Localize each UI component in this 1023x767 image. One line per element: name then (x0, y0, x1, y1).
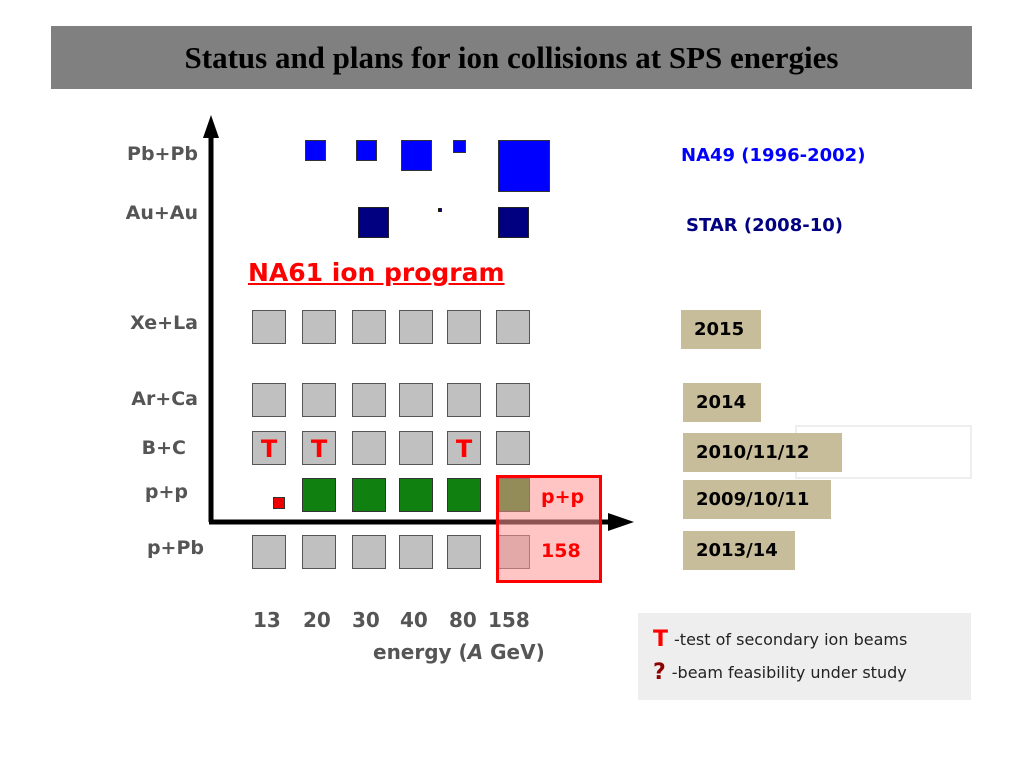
highlight-label-bottom: 158 (541, 540, 581, 562)
pp-cell-30 (352, 478, 386, 512)
energy-tick-80: 80 (449, 608, 477, 632)
arca-cell-20 (302, 383, 336, 417)
row-label-pbpb: Pb+Pb (127, 143, 198, 165)
title-bar: Status and plans for ion collisions at S… (51, 26, 972, 89)
bc-cell-158 (496, 431, 530, 465)
auau-cell-30 (358, 207, 389, 238)
pp-cell-80 (447, 478, 481, 512)
energy-tick-30: 30 (352, 608, 380, 632)
pbpb-cell-158 (498, 140, 550, 192)
bc-cell-40 (399, 431, 433, 465)
pbpb-cell-30 (356, 140, 377, 161)
energy-axis-label: energy (A GeV) (373, 640, 545, 664)
experiment-star: STAR (2008-10) (686, 215, 843, 236)
row-label-xela: Xe+La (130, 312, 198, 334)
arca-cell-30 (352, 383, 386, 417)
year-pp: 2009/10/11 (683, 480, 831, 519)
bc-cell-20: T (302, 431, 336, 465)
arca-cell-80 (447, 383, 481, 417)
y-axis-arrowhead (203, 115, 219, 138)
year-ppb: 2013/14 (683, 531, 795, 570)
pbpb-cell-20 (305, 140, 326, 161)
energy-axis-label-italic: A (467, 640, 484, 664)
energy-tick-13: 13 (253, 608, 281, 632)
pbpb-cell-40 (401, 140, 432, 171)
legend-text-feasibility: -beam feasibility under study (671, 663, 907, 682)
arca-cell-40 (399, 383, 433, 417)
row-label-auau: Au+Au (125, 202, 198, 224)
pp-cell-20 (302, 478, 336, 512)
pbpb-cell-80 (453, 140, 466, 153)
x-axis-arrowhead (608, 513, 634, 531)
ppb-cell-30 (352, 535, 386, 569)
xela-cell-30 (352, 310, 386, 344)
legend-symbol-t: T (653, 627, 669, 652)
page-title: Status and plans for ion collisions at S… (184, 39, 839, 75)
xela-cell-13 (252, 310, 286, 344)
experiment-na49: NA49 (1996-2002) (681, 145, 866, 166)
row-label-ppb: p+Pb (146, 537, 204, 559)
energy-axis-label-post: GeV) (483, 640, 545, 664)
ppb-cell-80 (447, 535, 481, 569)
year-bc: 2010/11/12 (683, 433, 842, 472)
ppb-cell-13 (252, 535, 286, 569)
xela-cell-40 (399, 310, 433, 344)
highlight-label-top: p+p (541, 486, 585, 508)
highlight-box (496, 475, 602, 583)
ppb-cell-40 (399, 535, 433, 569)
program-label: NA61 ion program (248, 258, 505, 287)
legend-row-feasibility: ? -beam feasibility under study (653, 660, 907, 685)
ppb-cell-20 (302, 535, 336, 569)
energy-axis-label-pre: energy ( (373, 640, 468, 664)
row-label-arca: Ar+Ca (131, 388, 198, 410)
auau-cell-158 (498, 207, 529, 238)
arca-cell-13 (252, 383, 286, 417)
legend: T -test of secondary ion beams ? -beam f… (638, 613, 971, 700)
xela-cell-158 (496, 310, 530, 344)
energy-tick-158: 158 (488, 608, 530, 632)
year-arca: 2014 (683, 383, 761, 422)
legend-text-test: -test of secondary ion beams (674, 630, 908, 649)
row-label-bc: B+C (141, 437, 186, 459)
energy-tick-40: 40 (400, 608, 428, 632)
pp-cell-40 (399, 478, 433, 512)
xela-cell-80 (447, 310, 481, 344)
auau-cell-dot (438, 208, 442, 212)
row-label-pp: p+p (144, 481, 188, 503)
bc-cell-30 (352, 431, 386, 465)
legend-symbol-question: ? (653, 660, 666, 685)
energy-tick-20: 20 (303, 608, 331, 632)
bc-cell-80: T (447, 431, 481, 465)
year-xela: 2015 (681, 310, 761, 349)
arca-cell-158 (496, 383, 530, 417)
bc-cell-13: T (252, 431, 286, 465)
xela-cell-20 (302, 310, 336, 344)
pp-cell-13 (273, 497, 285, 509)
legend-row-test: T -test of secondary ion beams (653, 627, 907, 652)
